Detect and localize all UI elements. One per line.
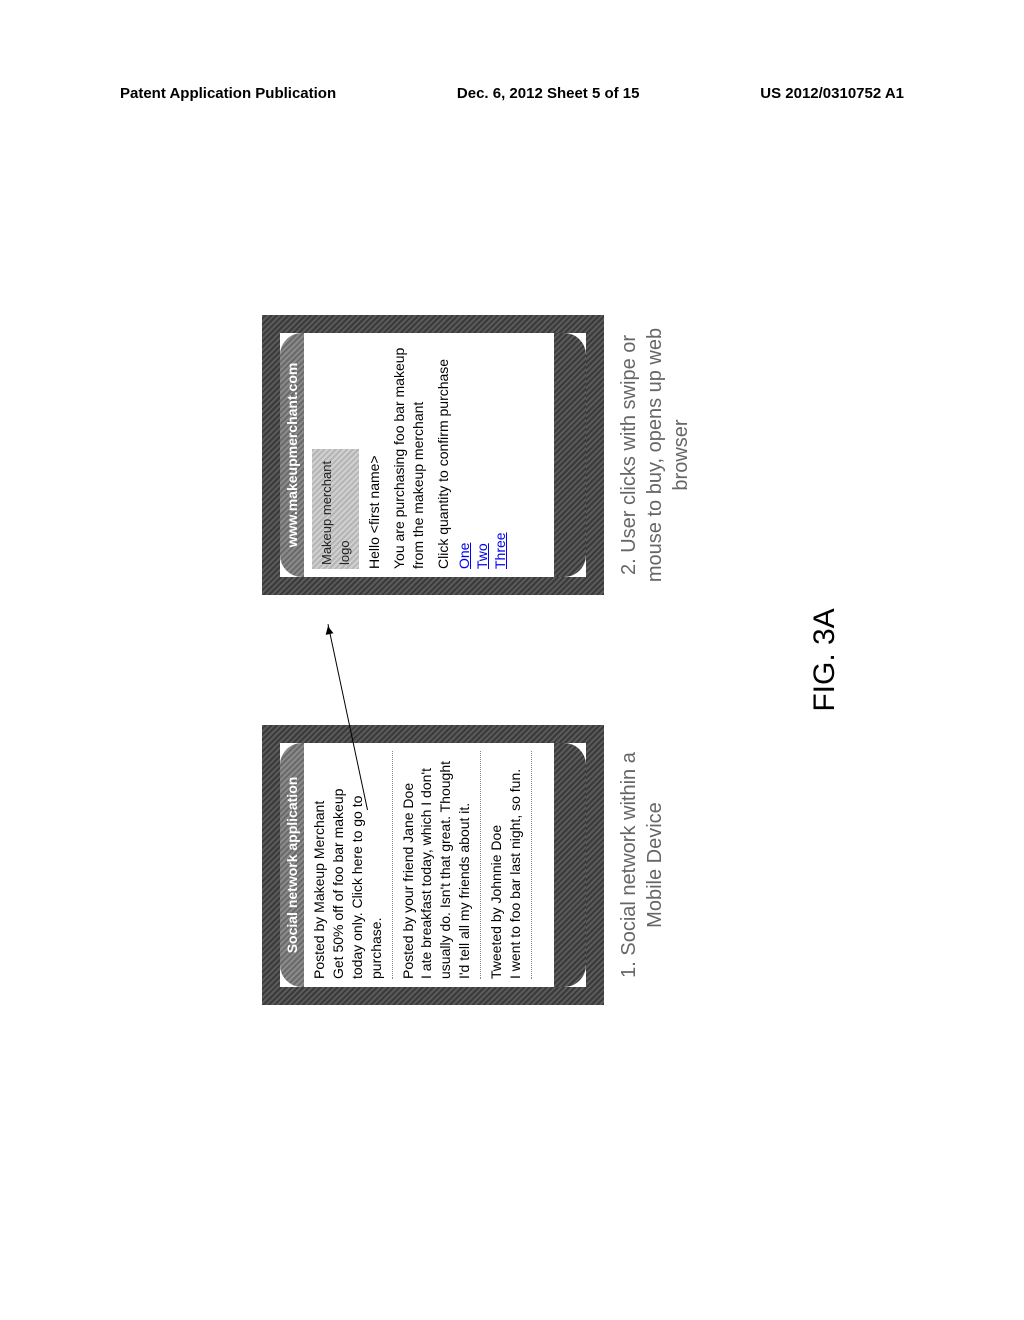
feed-post: Tweeted by Johnnie Doe I went to foo bar… [487, 751, 525, 979]
post-body: I ate breakfast today, which I don't usu… [417, 751, 474, 979]
greeting-text: Hello <first name> [365, 341, 384, 569]
purchase-message: You are purchasing foo bar makeup from t… [390, 341, 428, 569]
merchant-logo: Makeup merchant logo [312, 449, 359, 569]
header-right: US 2012/0310752 A1 [760, 85, 904, 102]
right-phone-body: Makeup merchant logo Hello <first name> … [304, 333, 554, 577]
post-body: I went to foo bar last night, so fun. [506, 751, 525, 979]
page-header: Patent Application Publication Dec. 6, 2… [0, 85, 1024, 102]
left-phone-body: Posted by Makeup Merchant Get 50% off of… [304, 743, 554, 987]
left-phone-title: Social network application [280, 743, 304, 987]
left-phone-footer [554, 743, 586, 987]
right-phone-footer [554, 333, 586, 577]
right-phone: www.makeupmerchant.com Makeup merchant l… [262, 315, 604, 595]
post-author: Posted by Makeup Merchant [310, 751, 329, 979]
feed-post: Posted by your friend Jane Doe I ate bre… [399, 751, 475, 979]
right-caption: 2. User clicks with swipe or mouse to bu… [616, 315, 694, 595]
header-center: Dec. 6, 2012 Sheet 5 of 15 [457, 85, 640, 102]
post-divider [531, 751, 532, 979]
phones-row: Social network application Posted by Mak… [262, 210, 694, 1110]
post-divider [480, 751, 481, 979]
post-divider [392, 751, 393, 979]
feed-post[interactable]: Posted by Makeup Merchant Get 50% off of… [310, 751, 386, 979]
figure-3a: Social network application Posted by Mak… [262, 210, 762, 1110]
left-phone: Social network application Posted by Mak… [262, 725, 604, 1005]
qty-option-one[interactable]: One [455, 341, 473, 569]
post-author: Tweeted by Johnnie Doe [487, 751, 506, 979]
left-caption: 1. Social network within a Mobile Device [616, 725, 668, 1005]
qty-option-two[interactable]: Two [473, 341, 491, 569]
quantity-prompt: Click quantity to confirm purchase [434, 341, 453, 569]
right-phone-title: www.makeupmerchant.com [280, 333, 304, 577]
qty-option-three[interactable]: Three [491, 341, 509, 569]
header-left: Patent Application Publication [120, 85, 336, 102]
post-author: Posted by your friend Jane Doe [399, 751, 418, 979]
right-phone-column: www.makeupmerchant.com Makeup merchant l… [262, 315, 694, 595]
figure-label: FIG. 3A [808, 608, 842, 711]
left-phone-column: Social network application Posted by Mak… [262, 725, 668, 1005]
post-body: Get 50% off of foo bar makeup today only… [329, 751, 386, 979]
